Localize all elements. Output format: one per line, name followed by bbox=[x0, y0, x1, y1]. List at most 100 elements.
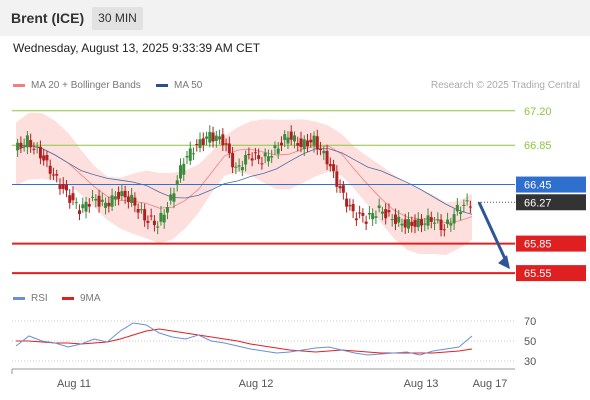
level-badge-65.55 bbox=[516, 265, 586, 282]
level-label-66.85: 66.85 bbox=[524, 140, 552, 152]
candle-body bbox=[296, 143, 300, 146]
candle-body bbox=[152, 220, 156, 226]
candle-body bbox=[319, 148, 323, 151]
forecast-arrow-shaft bbox=[477, 201, 509, 264]
candle-body bbox=[312, 135, 316, 146]
candle-body bbox=[38, 146, 42, 159]
candle-body bbox=[286, 137, 290, 144]
candle-body bbox=[195, 144, 199, 146]
candle-body bbox=[250, 158, 254, 161]
candle-body bbox=[253, 152, 257, 154]
candle-body bbox=[68, 195, 72, 203]
candle-body bbox=[400, 223, 404, 226]
candle-body bbox=[328, 164, 332, 167]
candle-body bbox=[273, 145, 277, 149]
ma50-swatch bbox=[156, 83, 168, 87]
ma50-line bbox=[15, 144, 473, 215]
legend-ma50: MA 50 bbox=[156, 80, 202, 91]
candle-body bbox=[315, 136, 319, 150]
candle-body bbox=[130, 194, 134, 203]
candle-body bbox=[133, 197, 137, 206]
candle-body bbox=[175, 180, 179, 185]
x-tick-label: Aug 17 bbox=[473, 378, 508, 390]
candle-body bbox=[436, 219, 440, 221]
candle-body bbox=[449, 223, 453, 226]
candle-body bbox=[279, 142, 283, 146]
candle-body bbox=[322, 150, 326, 154]
level-badge-66.45 bbox=[516, 176, 586, 193]
candle-body bbox=[104, 202, 108, 208]
candle-body bbox=[120, 191, 124, 197]
candle-body bbox=[332, 164, 336, 172]
candle-body bbox=[364, 221, 368, 224]
candle-body bbox=[426, 215, 430, 226]
candle-body bbox=[380, 211, 384, 214]
candle-body bbox=[178, 165, 182, 179]
candle-body bbox=[234, 166, 238, 168]
candle-body bbox=[162, 214, 166, 223]
candle-body bbox=[468, 206, 472, 208]
x-tick-label: Aug 12 bbox=[239, 378, 274, 390]
candle-body bbox=[25, 135, 29, 148]
candle-body bbox=[354, 218, 358, 221]
candle-body bbox=[413, 219, 417, 227]
candle-body bbox=[348, 205, 352, 207]
candle-body bbox=[45, 155, 49, 161]
candle-body bbox=[55, 174, 59, 176]
candle-body bbox=[117, 191, 121, 199]
timeframe-button[interactable]: 30 MIN bbox=[92, 7, 143, 30]
forecast-arrow-head bbox=[498, 255, 510, 270]
level-label-66.45: 66.45 bbox=[524, 180, 552, 192]
candle-body bbox=[42, 155, 46, 161]
candle-body bbox=[143, 209, 147, 221]
legend-rsi-ma: 9MA bbox=[62, 293, 101, 304]
candle-body bbox=[205, 136, 209, 139]
x-tick-label: Aug 11 bbox=[57, 378, 91, 390]
candle-body bbox=[64, 184, 68, 191]
candle-body bbox=[393, 214, 397, 224]
candle-body bbox=[136, 209, 140, 213]
candle-body bbox=[459, 212, 463, 215]
candle-body bbox=[351, 204, 355, 212]
candle-body bbox=[387, 210, 391, 213]
rsi-tick-50: 50 bbox=[524, 336, 536, 348]
level-label-67.20: 67.20 bbox=[524, 106, 552, 118]
candle-body bbox=[240, 167, 244, 171]
candle-body bbox=[198, 139, 202, 148]
candle-body bbox=[462, 204, 466, 207]
level-label-65.85: 65.85 bbox=[524, 239, 552, 251]
x-tick-label: Aug 13 bbox=[404, 378, 439, 390]
candle-body bbox=[221, 134, 225, 146]
rsi-swatch bbox=[13, 296, 25, 300]
candle-body bbox=[188, 148, 192, 161]
candle-body bbox=[244, 154, 248, 165]
candle-body bbox=[192, 153, 196, 155]
candle-body bbox=[335, 171, 339, 187]
candle-body bbox=[231, 153, 235, 168]
candle-body bbox=[452, 214, 456, 224]
bollinger-band-area bbox=[16, 112, 472, 256]
candle-body bbox=[429, 217, 433, 222]
candle-body bbox=[433, 222, 437, 224]
candle-body bbox=[146, 220, 150, 223]
candle-body bbox=[361, 212, 365, 216]
candle-body bbox=[377, 205, 381, 208]
candle-body bbox=[211, 132, 215, 142]
candle-body bbox=[455, 204, 459, 212]
candle-body bbox=[87, 203, 91, 207]
candle-body bbox=[159, 212, 163, 222]
candle-body bbox=[237, 165, 241, 167]
candle-body bbox=[403, 219, 407, 228]
candle-body bbox=[22, 145, 26, 147]
candle-body bbox=[410, 221, 414, 226]
chart-credit: Research © 2025 Trading Central bbox=[430, 80, 580, 91]
candle-body bbox=[397, 216, 401, 223]
candle-body bbox=[420, 219, 424, 226]
candle-body bbox=[374, 216, 378, 218]
candle-body bbox=[338, 186, 342, 189]
candle-body bbox=[149, 215, 153, 217]
rsi-tick-30: 30 bbox=[524, 356, 536, 368]
candle-body bbox=[358, 212, 362, 214]
level-badge-66.27 bbox=[516, 194, 586, 211]
ma50-legend-label: MA 50 bbox=[174, 80, 203, 91]
